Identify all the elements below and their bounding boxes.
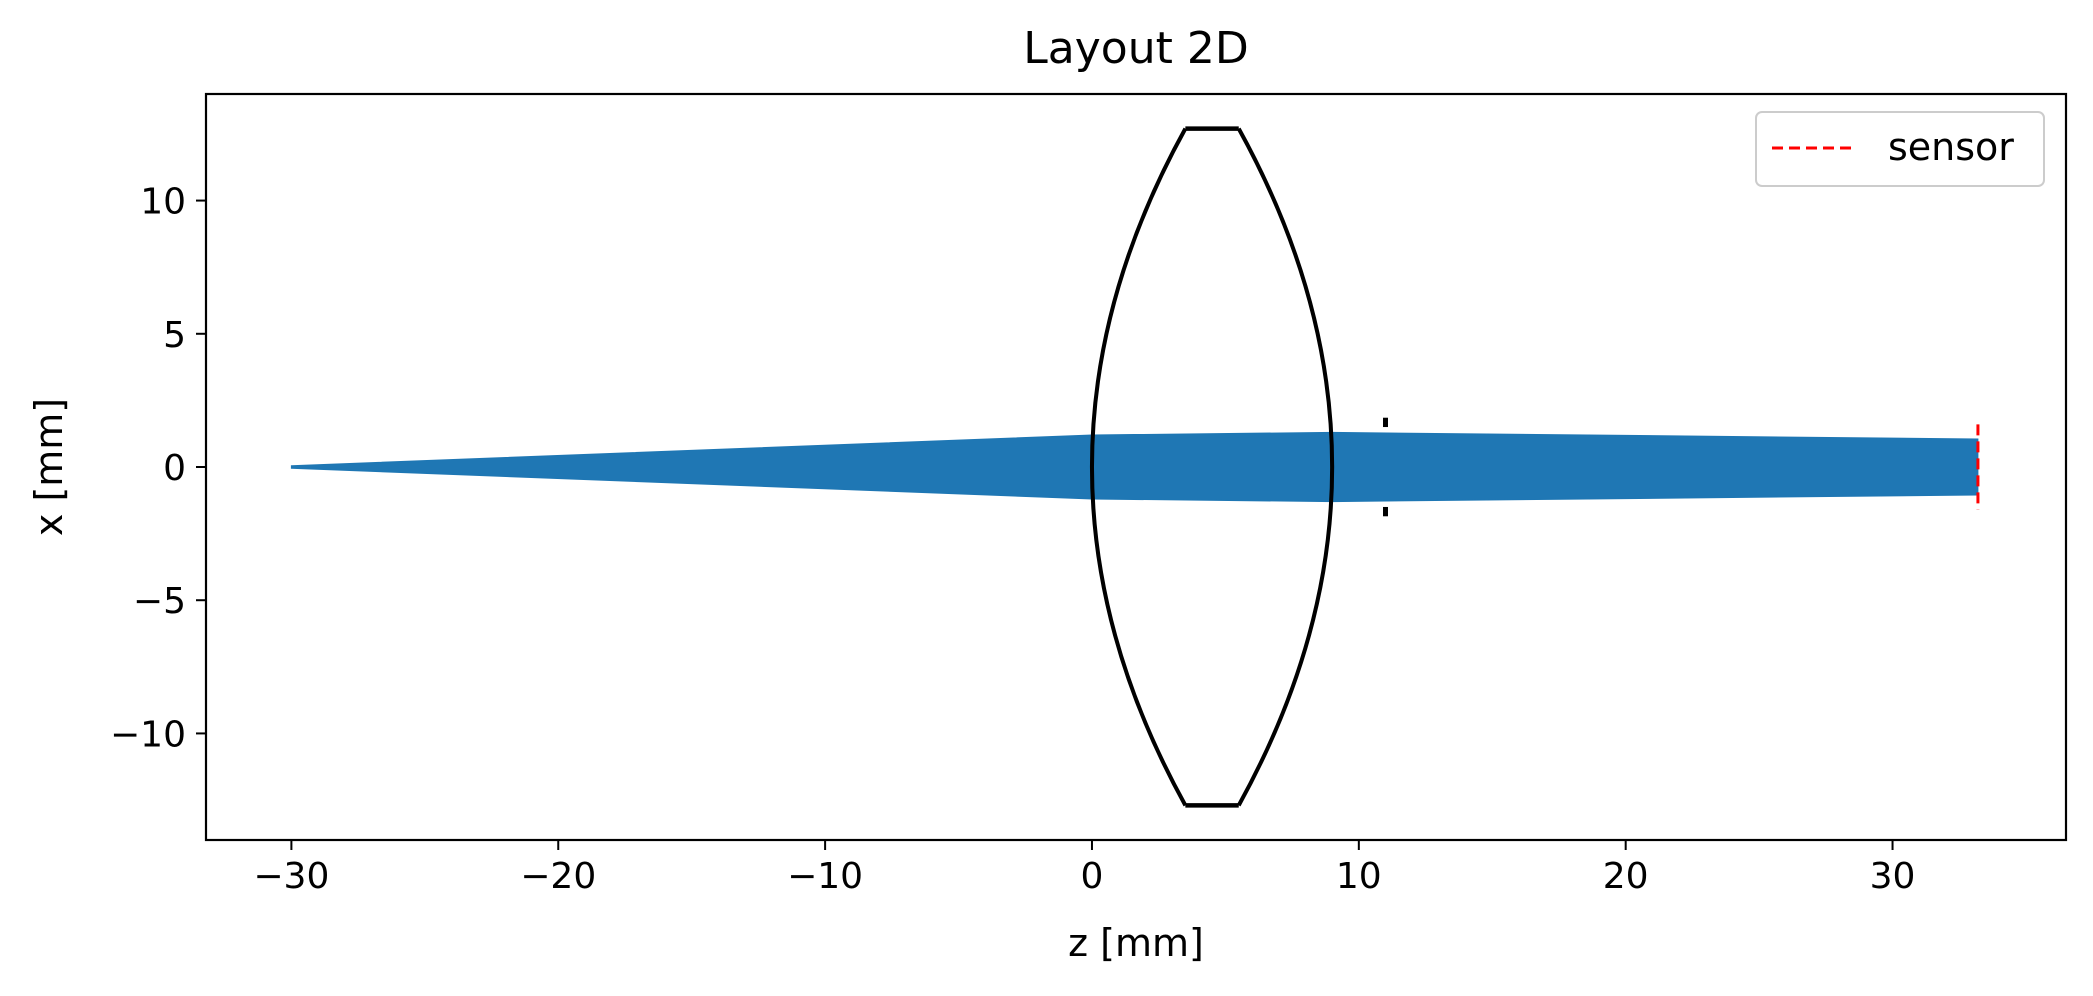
x-tick-label: −10 <box>787 856 863 897</box>
x-tick-label: 20 <box>1603 856 1649 897</box>
y-tick-label: −10 <box>110 714 186 755</box>
y-tick-label: 0 <box>163 448 186 489</box>
lens-front-surface <box>1089 127 1188 807</box>
x-tick-label: −30 <box>253 856 329 897</box>
x-tick-label: −20 <box>520 856 596 897</box>
x-tick-label: 30 <box>1870 856 1916 897</box>
y-axis-label: x [mm] <box>27 398 71 536</box>
x-axis-label: z [mm] <box>1068 921 1204 965</box>
x-tick-label: 0 <box>1081 856 1104 897</box>
y-tick-label: −5 <box>133 581 186 622</box>
chart-title: Layout 2D <box>1023 23 1248 74</box>
legend: sensor <box>1755 111 2045 187</box>
data-layer <box>290 126 1980 808</box>
lens-back-surface <box>1236 127 1335 807</box>
y-tick-label: 10 <box>140 182 186 223</box>
y-tick-label: 5 <box>163 315 186 356</box>
legend-box <box>1755 111 2045 187</box>
legend-sensor-label: sensor <box>1888 125 2014 169</box>
axis-layer: −30 −20 −10 0 10 20 30 −10 −5 0 5 10 <box>110 182 1915 897</box>
plot-frame <box>204 92 2068 842</box>
x-tick-label: 10 <box>1336 856 1382 897</box>
